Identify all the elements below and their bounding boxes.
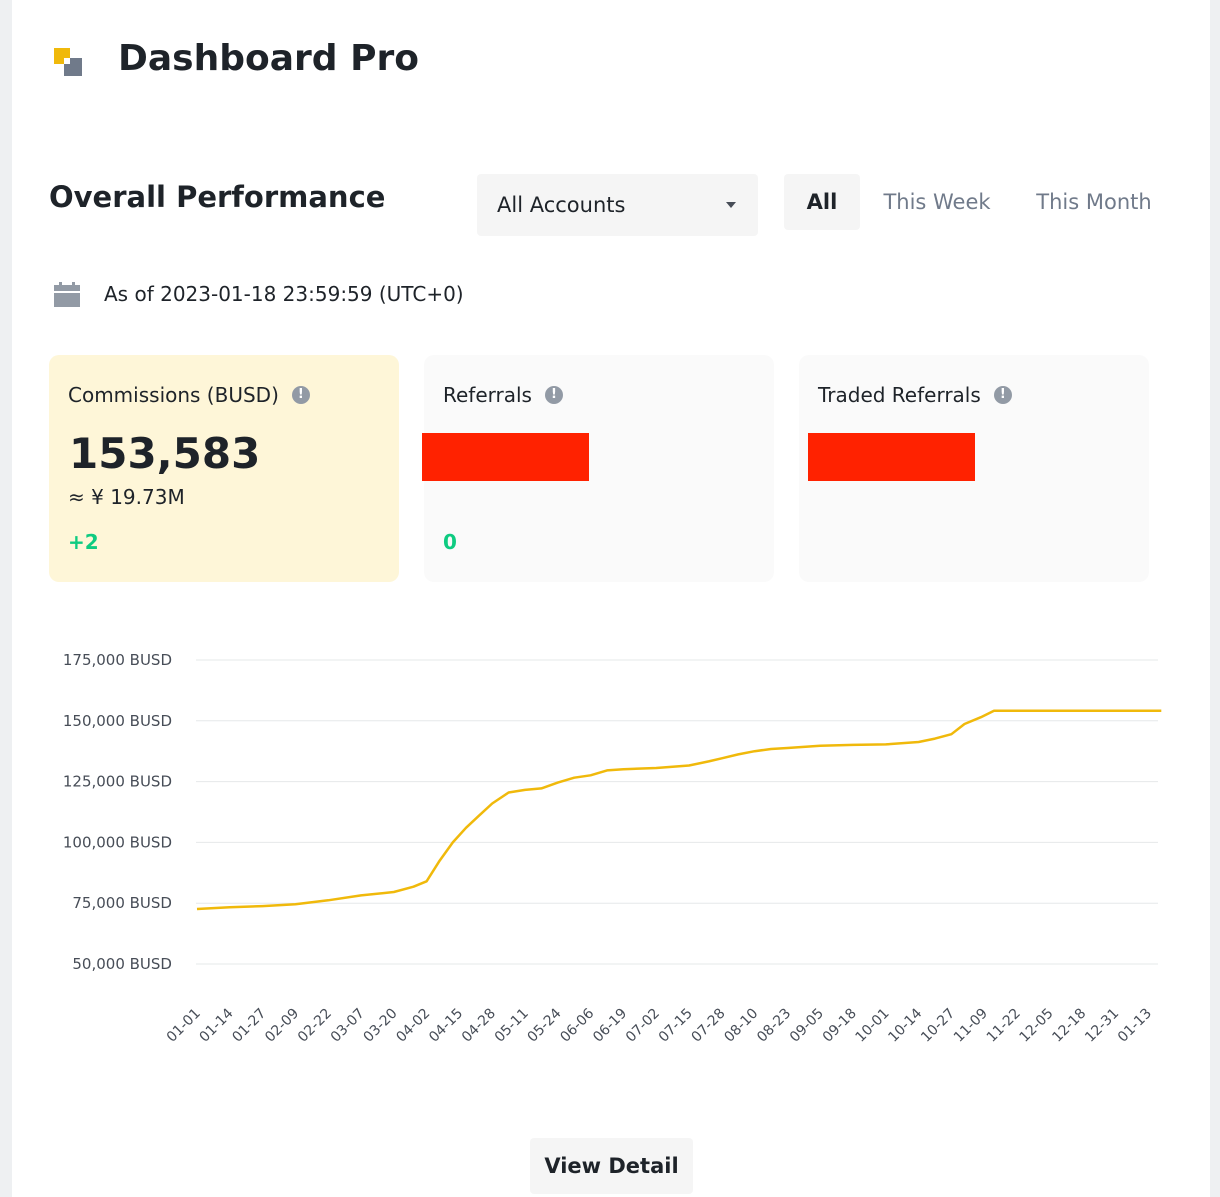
view-detail-button[interactable]: View Detail <box>530 1138 693 1194</box>
commissions-cny-value: ≈ ¥ 19.73M <box>68 485 185 509</box>
y-tick-label: 175,000 BUSD <box>63 651 172 669</box>
commissions-value: 153,583 <box>69 429 261 478</box>
x-tick-label: 10-27 <box>918 1006 958 1046</box>
commissions-change: +2 <box>68 530 99 554</box>
x-tick-label: 05-24 <box>525 1005 565 1045</box>
commissions-label-text: Commissions (BUSD) <box>68 383 279 407</box>
referrals-change: 0 <box>443 530 457 554</box>
caret-down-icon <box>726 202 736 208</box>
account-select-value: All Accounts <box>497 193 626 217</box>
x-tick-label: 12-05 <box>1017 1006 1057 1046</box>
x-tick-label: 06-19 <box>590 1006 630 1046</box>
traded-referrals-card: Traded Referrals ! <box>799 355 1149 582</box>
x-tick-label: 12-31 <box>1082 1006 1122 1046</box>
redaction-block <box>422 433 589 481</box>
x-tick-label: 11-09 <box>951 1006 991 1046</box>
y-tick-label: 100,000 BUSD <box>63 833 172 851</box>
x-tick-label: 07-15 <box>656 1006 696 1046</box>
traded-referrals-label-text: Traded Referrals <box>818 383 981 407</box>
x-tick-label: 04-02 <box>393 1006 433 1046</box>
x-tick-label: 10-14 <box>885 1005 925 1045</box>
x-tick-label: 07-02 <box>623 1006 663 1046</box>
as-of-timestamp: As of 2023-01-18 23:59:59 (UTC+0) <box>104 282 464 306</box>
y-tick-label: 150,000 BUSD <box>63 712 172 730</box>
tab-all[interactable]: All <box>784 174 860 230</box>
calendar-icon <box>54 282 80 307</box>
redaction-block <box>808 433 975 481</box>
x-tick-label: 02-22 <box>295 1006 335 1046</box>
x-tick-label: 07-28 <box>689 1006 729 1046</box>
x-tick-label: 02-09 <box>262 1006 302 1046</box>
commissions-label: Commissions (BUSD) ! <box>68 383 310 407</box>
x-tick-label: 01-01 <box>164 1006 204 1046</box>
x-tick-label: 04-15 <box>426 1006 466 1046</box>
dashboard-logo-icon <box>54 48 82 76</box>
x-tick-label: 01-13 <box>1115 1006 1155 1046</box>
commissions-line-chart: 50,000 BUSD 75,000 BUSD 100,000 BUSD 125,00… <box>63 651 1162 1046</box>
x-tick-label: 01-27 <box>229 1006 269 1046</box>
y-tick-label: 50,000 BUSD <box>72 955 172 973</box>
info-icon[interactable]: ! <box>544 386 563 404</box>
y-tick-label: 125,000 BUSD <box>63 773 172 791</box>
x-tick-label: 09-05 <box>787 1006 827 1046</box>
section-title: Overall Performance <box>49 180 386 214</box>
page-title: Dashboard Pro <box>118 38 419 79</box>
x-tick-label: 10-01 <box>853 1006 893 1046</box>
x-tick-label: 11-22 <box>984 1006 1024 1046</box>
info-icon[interactable]: ! <box>993 386 1012 404</box>
tab-this-week[interactable]: This Week <box>883 190 991 214</box>
series-line <box>196 709 1162 911</box>
x-tick-label: 03-07 <box>328 1006 368 1046</box>
x-tick-label: 12-18 <box>1049 1006 1089 1046</box>
x-tick-label: 09-18 <box>820 1006 860 1046</box>
referrals-label-text: Referrals <box>443 383 532 407</box>
info-icon[interactable]: ! <box>291 386 310 404</box>
x-tick-label: 05-11 <box>492 1006 532 1046</box>
x-tick-label: 06-06 <box>557 1005 597 1045</box>
x-tick-label: 03-20 <box>361 1006 401 1046</box>
account-select[interactable]: All Accounts <box>477 174 758 236</box>
y-tick-label: 75,000 BUSD <box>72 894 172 912</box>
x-tick-label: 01-14 <box>197 1005 237 1045</box>
x-tick-label: 08-10 <box>721 1006 761 1046</box>
x-tick-label: 04-28 <box>459 1006 499 1046</box>
commissions-card: Commissions (BUSD) ! 153,583 ≈ ¥ 19.73M … <box>49 355 399 582</box>
referrals-label: Referrals ! <box>443 383 563 407</box>
x-tick-label: 08-23 <box>754 1006 794 1046</box>
referrals-card: Referrals ! 0 <box>422 355 774 582</box>
tab-this-month[interactable]: This Month <box>1036 190 1152 214</box>
traded-referrals-label: Traded Referrals ! <box>818 383 1012 407</box>
